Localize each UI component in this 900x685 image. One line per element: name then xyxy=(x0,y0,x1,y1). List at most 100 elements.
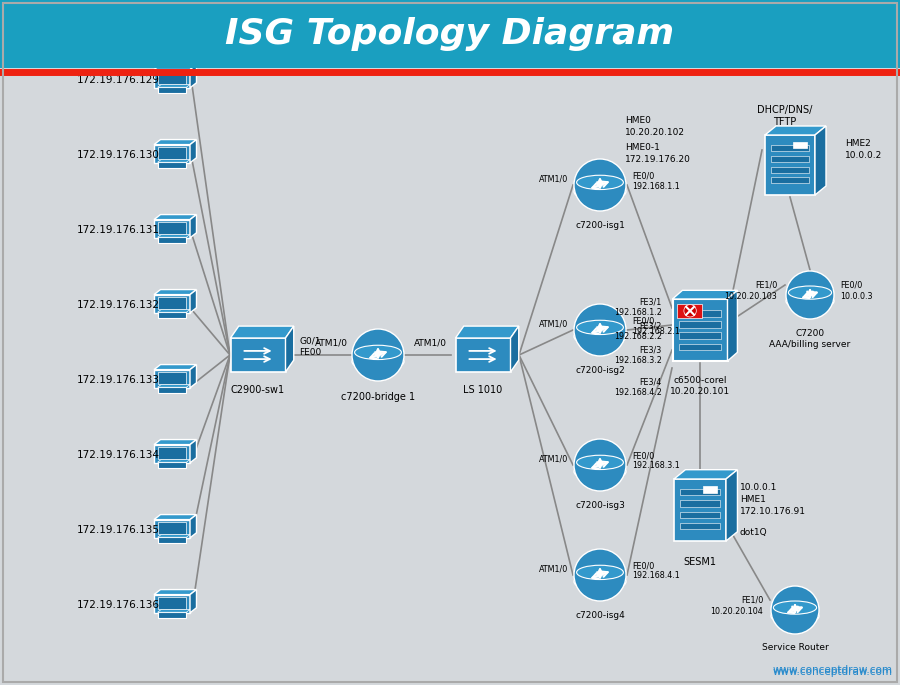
FancyBboxPatch shape xyxy=(0,0,900,68)
FancyBboxPatch shape xyxy=(680,321,721,328)
FancyBboxPatch shape xyxy=(154,370,190,388)
Text: 192.168.1.2: 192.168.1.2 xyxy=(614,308,662,316)
FancyBboxPatch shape xyxy=(771,166,809,173)
Ellipse shape xyxy=(773,601,816,614)
Text: ATM1/0: ATM1/0 xyxy=(539,319,568,329)
FancyBboxPatch shape xyxy=(680,500,720,507)
Ellipse shape xyxy=(574,182,626,201)
Text: HME1: HME1 xyxy=(740,495,766,504)
Polygon shape xyxy=(154,364,196,370)
Text: ATM1/0: ATM1/0 xyxy=(539,175,568,184)
Polygon shape xyxy=(154,140,196,145)
Ellipse shape xyxy=(577,565,624,580)
FancyBboxPatch shape xyxy=(765,135,815,195)
Polygon shape xyxy=(190,214,196,238)
Text: 172.10.176.91: 172.10.176.91 xyxy=(740,508,806,516)
Text: 10.0.0.2: 10.0.0.2 xyxy=(845,151,882,160)
FancyBboxPatch shape xyxy=(154,445,190,463)
Ellipse shape xyxy=(574,462,626,481)
Text: c7200-isg3: c7200-isg3 xyxy=(575,501,625,510)
Text: FE3/1: FE3/1 xyxy=(640,297,662,306)
Text: HME0-1: HME0-1 xyxy=(625,142,660,151)
Text: FE00: FE00 xyxy=(299,347,321,356)
FancyBboxPatch shape xyxy=(680,523,720,529)
Polygon shape xyxy=(190,64,196,88)
Text: G0/1: G0/1 xyxy=(299,336,320,345)
Ellipse shape xyxy=(786,292,834,310)
Text: 172.19.176.129: 172.19.176.129 xyxy=(77,75,160,85)
FancyBboxPatch shape xyxy=(680,489,720,495)
Polygon shape xyxy=(158,534,190,537)
Text: 10.0.0.3: 10.0.0.3 xyxy=(840,292,872,301)
Polygon shape xyxy=(230,326,293,338)
Polygon shape xyxy=(815,126,826,195)
Text: C7200: C7200 xyxy=(796,329,824,338)
FancyBboxPatch shape xyxy=(154,595,190,613)
FancyBboxPatch shape xyxy=(455,338,510,372)
Ellipse shape xyxy=(771,608,819,625)
Polygon shape xyxy=(154,514,196,520)
Text: HME2: HME2 xyxy=(845,138,871,147)
Text: FE3/3: FE3/3 xyxy=(640,345,662,355)
Text: 10.20.20.103: 10.20.20.103 xyxy=(724,292,777,301)
Polygon shape xyxy=(190,590,196,613)
Text: 192.168.2.1: 192.168.2.1 xyxy=(632,327,680,336)
Text: 192.168.4.1: 192.168.4.1 xyxy=(632,571,680,580)
FancyBboxPatch shape xyxy=(158,387,186,393)
Text: 192.168.4.2: 192.168.4.2 xyxy=(614,388,662,397)
Text: dot1Q: dot1Q xyxy=(740,527,768,536)
Text: FE0/0: FE0/0 xyxy=(632,316,654,325)
Text: c7200-isg2: c7200-isg2 xyxy=(575,366,625,375)
Text: FE0/0: FE0/0 xyxy=(632,171,654,181)
FancyBboxPatch shape xyxy=(158,73,185,84)
FancyBboxPatch shape xyxy=(158,523,185,534)
Text: TFTP: TFTP xyxy=(773,117,796,127)
Circle shape xyxy=(574,159,626,211)
Text: 172.19.176.131: 172.19.176.131 xyxy=(77,225,160,235)
FancyBboxPatch shape xyxy=(158,447,185,459)
Text: ATM1/0: ATM1/0 xyxy=(315,338,348,347)
FancyBboxPatch shape xyxy=(793,142,806,148)
FancyBboxPatch shape xyxy=(158,297,185,309)
Polygon shape xyxy=(154,214,196,220)
Text: 192.168.2.2: 192.168.2.2 xyxy=(614,332,662,340)
Polygon shape xyxy=(158,610,190,612)
FancyBboxPatch shape xyxy=(680,344,721,351)
FancyBboxPatch shape xyxy=(158,162,186,168)
Polygon shape xyxy=(154,590,196,595)
Circle shape xyxy=(574,304,626,356)
Polygon shape xyxy=(158,160,190,162)
FancyBboxPatch shape xyxy=(154,520,190,538)
Circle shape xyxy=(574,549,626,601)
Ellipse shape xyxy=(574,327,626,346)
Polygon shape xyxy=(154,64,196,70)
Polygon shape xyxy=(190,140,196,163)
Polygon shape xyxy=(190,364,196,388)
Polygon shape xyxy=(190,514,196,538)
Text: FE3/4: FE3/4 xyxy=(640,377,662,386)
Text: C2900-sw1: C2900-sw1 xyxy=(231,385,285,395)
FancyBboxPatch shape xyxy=(158,612,186,618)
Text: ATM1/0: ATM1/0 xyxy=(414,338,447,347)
FancyBboxPatch shape xyxy=(158,462,186,468)
FancyBboxPatch shape xyxy=(158,147,185,159)
Text: FE1/0: FE1/0 xyxy=(755,280,777,290)
Circle shape xyxy=(771,586,819,634)
FancyBboxPatch shape xyxy=(158,237,186,243)
Text: 172.19.176.132: 172.19.176.132 xyxy=(77,300,160,310)
FancyBboxPatch shape xyxy=(771,155,809,162)
Text: 192.168.3.2: 192.168.3.2 xyxy=(614,356,662,364)
Text: 172.19.176.133: 172.19.176.133 xyxy=(77,375,160,385)
FancyBboxPatch shape xyxy=(771,145,809,151)
FancyBboxPatch shape xyxy=(158,87,186,93)
Circle shape xyxy=(786,271,834,319)
FancyBboxPatch shape xyxy=(771,177,809,184)
Text: c6500-corel: c6500-corel xyxy=(673,375,727,384)
Polygon shape xyxy=(455,326,518,338)
Ellipse shape xyxy=(574,573,626,590)
Text: ATM1/0: ATM1/0 xyxy=(539,455,568,464)
Polygon shape xyxy=(726,470,737,541)
FancyBboxPatch shape xyxy=(158,223,185,234)
Polygon shape xyxy=(765,126,826,135)
Polygon shape xyxy=(510,326,518,372)
